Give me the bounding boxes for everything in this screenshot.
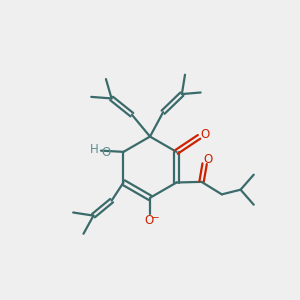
Text: O: O xyxy=(144,214,154,227)
Text: H: H xyxy=(90,143,99,156)
Text: −: − xyxy=(151,213,160,224)
Text: O: O xyxy=(204,153,213,166)
Text: O: O xyxy=(201,128,210,141)
Text: O: O xyxy=(101,146,110,159)
